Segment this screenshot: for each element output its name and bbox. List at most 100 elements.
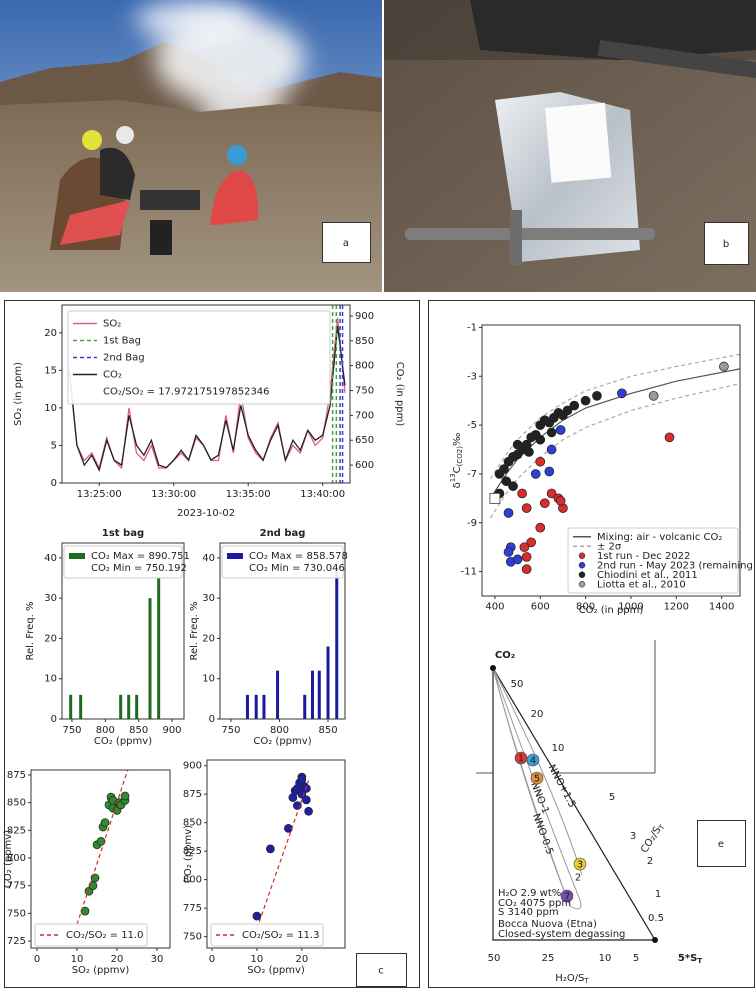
- x-axis-label: CO₂ (ppmv): [253, 736, 311, 747]
- x-tick-label: 850: [129, 725, 148, 736]
- y-tick-label: 0: [209, 714, 215, 725]
- bar: [149, 598, 152, 719]
- point: [522, 504, 531, 513]
- point: [298, 775, 306, 783]
- bar: [119, 695, 122, 719]
- x-tick-label: 800: [96, 725, 115, 736]
- apex-label-part: T: [697, 957, 702, 965]
- y-tick-label: 40: [202, 553, 215, 564]
- bottom-tick-label: 5: [633, 953, 639, 964]
- x-tick-label: 20: [111, 954, 124, 965]
- bar: [79, 695, 82, 719]
- point: [649, 391, 658, 400]
- plot-background: [31, 770, 170, 948]
- point: [581, 396, 590, 405]
- point: [665, 433, 674, 442]
- point: [536, 523, 545, 532]
- bar: [246, 695, 249, 719]
- y-axis-label: δ13C(CO2)‰: [449, 433, 464, 489]
- ternary-legend-label: Closed-system degassing: [498, 929, 625, 940]
- point: [520, 543, 529, 552]
- point: [556, 496, 565, 505]
- y-tick-label: 775: [183, 903, 202, 914]
- bar: [311, 671, 314, 719]
- point: [524, 447, 533, 456]
- point: [536, 457, 545, 466]
- point: [540, 499, 549, 508]
- y2-tick-label: 800: [355, 361, 374, 372]
- chart: -1-3-5-7-9-11400600800100012001400CO₂ (i…: [449, 322, 756, 616]
- point: [504, 508, 513, 517]
- point: [531, 469, 540, 478]
- x-tick-label: 1200: [664, 602, 689, 613]
- y2-axis-label: CO₂ (in ppm): [394, 362, 405, 427]
- bar: [318, 671, 321, 719]
- point: [518, 489, 527, 498]
- photo-b: [384, 0, 756, 292]
- x-axis-label: SO₂ (ppmv): [72, 965, 130, 976]
- legend-label: SO₂: [103, 319, 121, 330]
- legend-label: 1st Bag: [103, 336, 141, 347]
- legend-label: Liotta et al., 2010: [597, 579, 686, 590]
- y2-tick-label: 700: [355, 410, 374, 421]
- point: [101, 819, 109, 827]
- point: [522, 565, 531, 574]
- ratio-tick-label: 50: [511, 679, 524, 690]
- y-tick-label: -7: [467, 469, 477, 480]
- point: [545, 467, 554, 476]
- bar: [327, 647, 330, 719]
- point: [592, 391, 601, 400]
- legend-label: CO₂ Max = 890.751: [91, 551, 190, 562]
- bar: [135, 695, 138, 719]
- legend-swatch: [579, 581, 585, 587]
- x-tick-label: 20: [295, 954, 308, 965]
- y-axis-label: CO₂ (ppmv): [3, 830, 14, 888]
- point: [91, 874, 99, 882]
- y-axis-label: Rel. Freq. %: [25, 601, 36, 660]
- figure: abcde0510152060065070075080085090013:25:…: [0, 0, 756, 991]
- point: [513, 440, 522, 449]
- y-tick-label: 750: [183, 932, 202, 943]
- point: [536, 435, 545, 444]
- y-tick-label: 20: [44, 633, 57, 644]
- chart: 0102030407508008502nd bagCO₂ (ppmv)Rel. …: [189, 528, 348, 747]
- y2-tick-label: 850: [355, 336, 374, 347]
- y-tick-label: 15: [44, 365, 57, 376]
- page: abcde0510152060065070075080085090013:25:…: [0, 0, 756, 991]
- ratio-tick-label: 20: [531, 709, 544, 720]
- point: [719, 362, 728, 371]
- panel-label: c: [378, 966, 384, 977]
- ratio-tick-label: 2: [647, 856, 653, 867]
- plot-area: [31, 766, 170, 948]
- y2-tick-label: 600: [355, 460, 374, 471]
- ratio-tick-label: 5: [609, 792, 615, 803]
- chart: 0102030407508008509001st bagCO₂ (ppmv)Re…: [25, 528, 190, 747]
- y-tick-label: 10: [44, 674, 57, 685]
- bar: [335, 570, 338, 719]
- ratio-tick-label: 3: [630, 831, 636, 842]
- y-tick-label: 850: [7, 798, 26, 809]
- y2-tick-label: 900: [355, 311, 374, 322]
- bottom-axis-label: H₂O/ST: [555, 973, 589, 985]
- y-tick-label: 10: [202, 674, 215, 685]
- x-tick-label: 900: [162, 725, 181, 736]
- bar: [255, 695, 258, 719]
- x-tick-label: 750: [62, 725, 81, 736]
- apex-label-part: 5*S: [678, 953, 697, 964]
- point: [522, 552, 531, 561]
- y-tick-label: 900: [183, 761, 202, 772]
- apex-label: 5*ST: [678, 953, 702, 965]
- legend-label: CO₂: [103, 370, 122, 381]
- legend-label: CO₂ Min = 750.192: [91, 563, 187, 574]
- bar: [262, 695, 265, 719]
- x-tick-label: 400: [485, 602, 504, 613]
- y2-tick-label: 750: [355, 386, 374, 397]
- ternary-point-label: 1: [518, 754, 524, 765]
- point: [121, 792, 129, 800]
- apex-label: CO₂: [495, 650, 515, 661]
- bar: [276, 671, 279, 719]
- y-tick-label: -11: [461, 567, 477, 578]
- ratio-axis-label: CO₂/ST: [639, 821, 667, 856]
- x-tick-label: 13:30:00: [151, 489, 196, 500]
- y2-tick-label: 650: [355, 435, 374, 446]
